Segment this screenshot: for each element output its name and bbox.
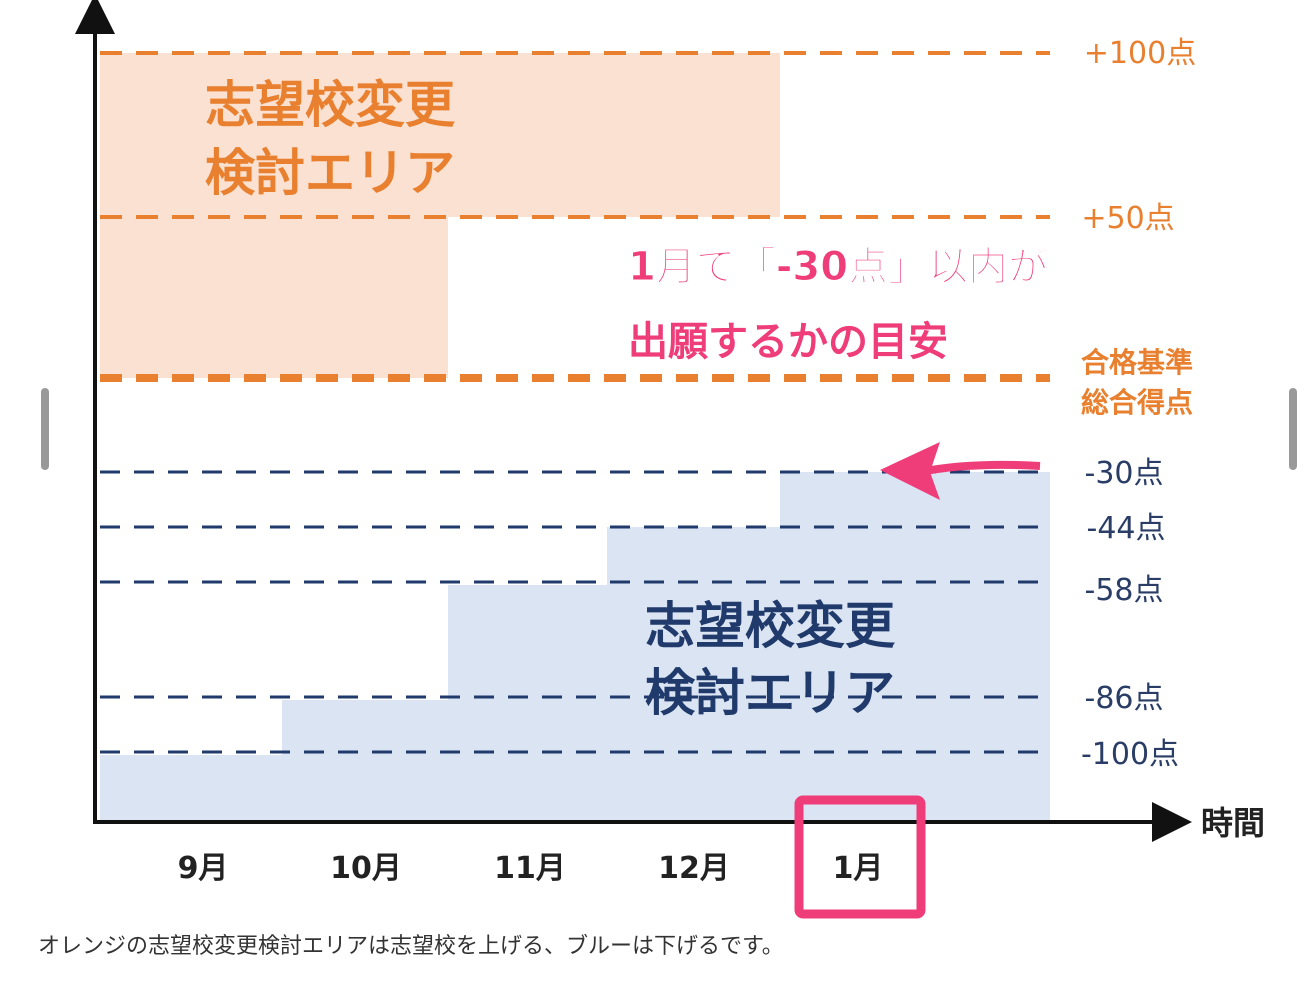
pass-label: 総合得点	[1081, 386, 1193, 419]
level-label: +100点	[1084, 36, 1196, 71]
month-label: 9月	[178, 851, 229, 886]
area-label: 志望校変更	[205, 76, 456, 134]
level-label: -86点	[1085, 681, 1164, 716]
month-label: 1月	[833, 851, 884, 886]
arrow	[919, 460, 1041, 476]
month-label: 10月	[330, 851, 402, 886]
orange-lines	[100, 51, 1050, 382]
annotation: 出願するかの目安	[628, 319, 948, 365]
highlight-box	[794, 795, 926, 919]
level-label: -44点	[1087, 511, 1166, 546]
area-label: 検討エリア	[645, 664, 895, 722]
area-label: 志望校変更	[645, 597, 896, 655]
level-label: +50点	[1081, 201, 1174, 236]
area-label: 検討エリア	[205, 144, 455, 202]
month-label: 12月	[658, 851, 730, 886]
scroll-handle[interactable]	[1289, 388, 1297, 470]
arrow-head	[880, 442, 940, 500]
scroll-handle[interactable]	[41, 388, 49, 470]
annotation: 1月で「-30点」以内が	[628, 244, 1048, 290]
level-label: -100点	[1081, 737, 1179, 772]
caption: オレンジの志望校変更検討エリアは志望校を上げる、ブルーは下げるです。	[38, 934, 784, 959]
lower-area	[100, 472, 1050, 822]
upper-area	[100, 53, 780, 378]
pass-label: 合格基準	[1081, 346, 1193, 379]
x-axis-label: 時間	[1201, 804, 1265, 842]
level-label: -30点	[1085, 456, 1164, 491]
level-label: -58点	[1085, 573, 1164, 608]
month-label: 11月	[494, 851, 566, 886]
